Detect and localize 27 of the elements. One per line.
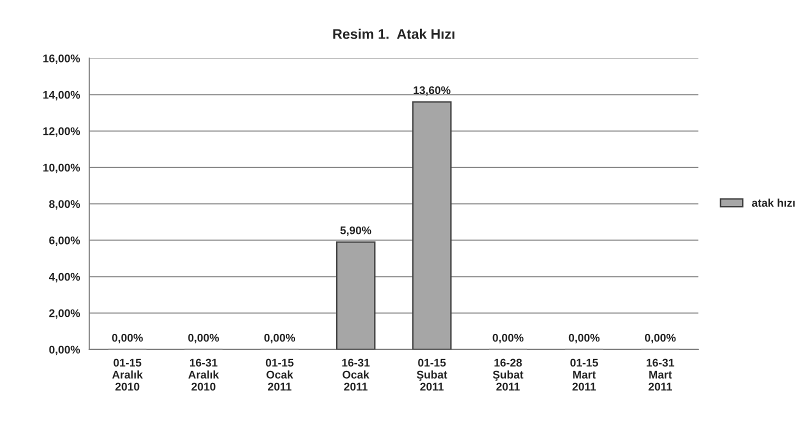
chart-title: Resim 1. Atak Hızı	[333, 28, 454, 39]
y-tick-label: 4,00%	[48, 272, 80, 282]
y-tick-label: 8,00%	[49, 200, 80, 210]
y-tick-label: 16,00%	[43, 54, 80, 64]
x-tick-label: 16-31 Aralık 2010	[188, 358, 219, 391]
data-label: 0,00%	[492, 334, 524, 344]
y-tick-label: 12,00%	[43, 127, 80, 137]
data-label: 0,00%	[568, 334, 600, 344]
y-tick-label: 2,00%	[49, 309, 80, 319]
x-tick-label: 16-31 Ocak 2011	[342, 358, 370, 391]
data-label: 0,00%	[264, 334, 296, 344]
x-tick-label: 01-15 Ocak 2011	[266, 358, 294, 391]
y-tick-label: 0,00%	[49, 346, 80, 356]
y-tick-label: 10,00%	[43, 164, 80, 174]
data-label: 13,60%	[414, 86, 450, 96]
y-tick-label: 14,00%	[43, 90, 80, 100]
data-label: 5,90%	[340, 226, 372, 236]
y-tick-label: 6,00%	[49, 236, 80, 246]
legend-label: atak hızı	[752, 198, 795, 207]
x-tick-label: 16-31 Mart 2011	[646, 358, 674, 391]
x-tick-label: 01-15 Mart 2011	[570, 358, 598, 391]
x-tick-label: 01-15 Aralık 2010	[112, 358, 143, 391]
data-label: 0,00%	[188, 334, 219, 344]
data-label: 0,00%	[644, 334, 676, 344]
data-label: 0,00%	[112, 334, 143, 344]
x-tick-label: 16-28 Şubat 2011	[492, 358, 524, 391]
x-tick-label: 01-15 Şubat 2011	[416, 358, 448, 391]
